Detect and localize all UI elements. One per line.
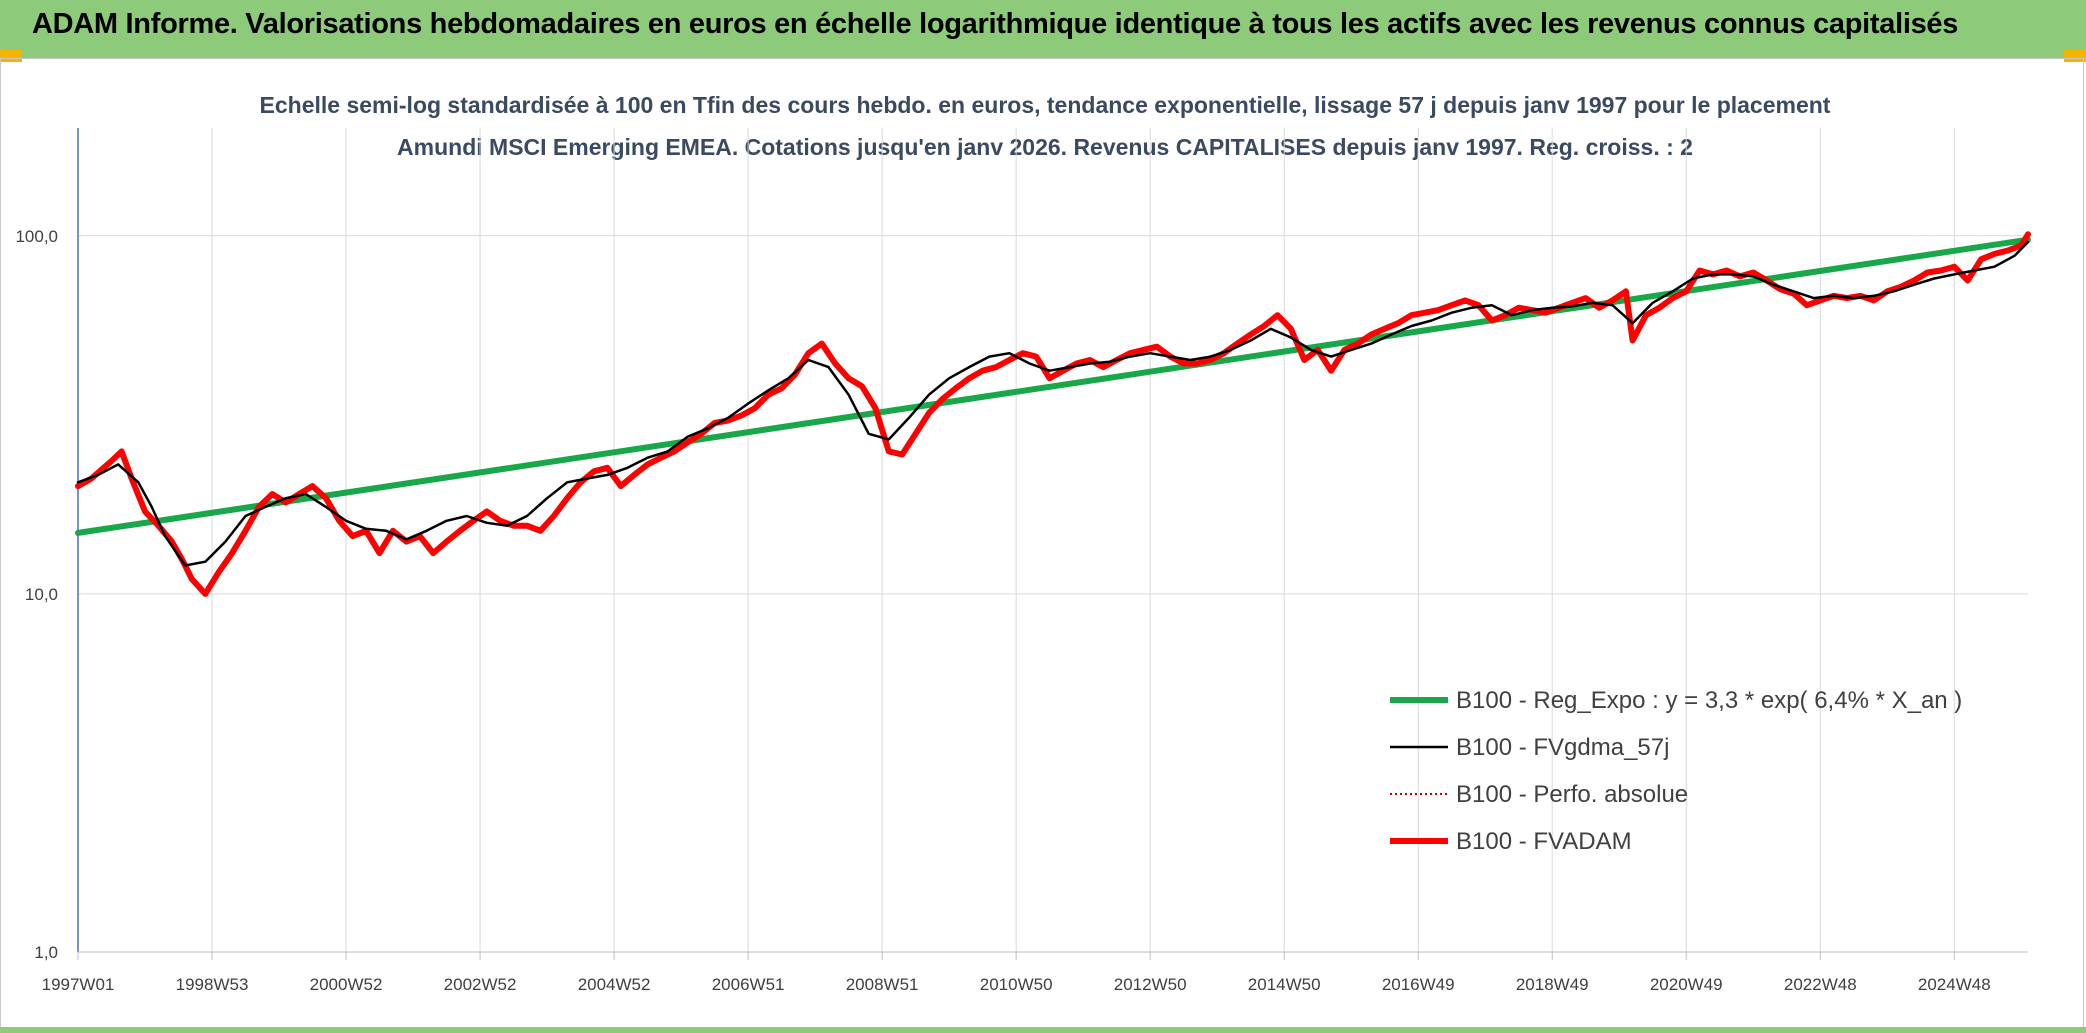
series-line-1 [76, 240, 2030, 567]
x-tick-label: 2022W48 [1784, 975, 1857, 994]
x-tick-label: 2010W50 [980, 975, 1053, 994]
legend-entry: B100 - Perfo. absolue [1456, 781, 1688, 808]
series-line-3 [75, 231, 2031, 597]
page-title: ADAM Informe. Valorisations hebdomadaire… [32, 8, 1959, 40]
x-tick-label: 2004W52 [578, 975, 651, 994]
x-tick-label: 2006W51 [712, 975, 785, 994]
corner-mark-left [0, 50, 22, 62]
x-tick-label: 2000W52 [310, 975, 383, 994]
legend-entry: B100 - Reg_Expo : y = 3,3 * exp( 6,4% * … [1456, 687, 1962, 714]
legend-entry: B100 - FVgdma_57j [1456, 734, 1669, 761]
x-tick-label: 2008W51 [846, 975, 919, 994]
x-tick-label: 1997W01 [42, 975, 115, 994]
chart-title: Echelle semi-log standardisée à 100 en T… [259, 92, 1831, 160]
corner-mark-right [2064, 50, 2086, 62]
y-tick-label: 10,0 [25, 585, 58, 604]
x-tick-label: 1998W53 [176, 975, 249, 994]
x-tick-label: 2018W49 [1516, 975, 1589, 994]
y-tick-label: 1,0 [34, 943, 58, 962]
legend-entry: B100 - FVADAM [1456, 828, 1632, 855]
x-tick-label: 2016W49 [1382, 975, 1455, 994]
x-tick-label: 2024W48 [1918, 975, 1991, 994]
y-tick-label: 100,0 [15, 227, 58, 246]
bottom-bar [0, 1027, 2086, 1033]
series-line-0 [75, 236, 2031, 536]
x-tick-label: 2014W50 [1248, 975, 1321, 994]
x-tick-label: 2012W50 [1114, 975, 1187, 994]
x-tick-label: 2002W52 [444, 975, 517, 994]
header-band: ADAM Informe. Valorisations hebdomadaire… [0, 0, 2086, 58]
x-tick-label: 2020W49 [1650, 975, 1723, 994]
